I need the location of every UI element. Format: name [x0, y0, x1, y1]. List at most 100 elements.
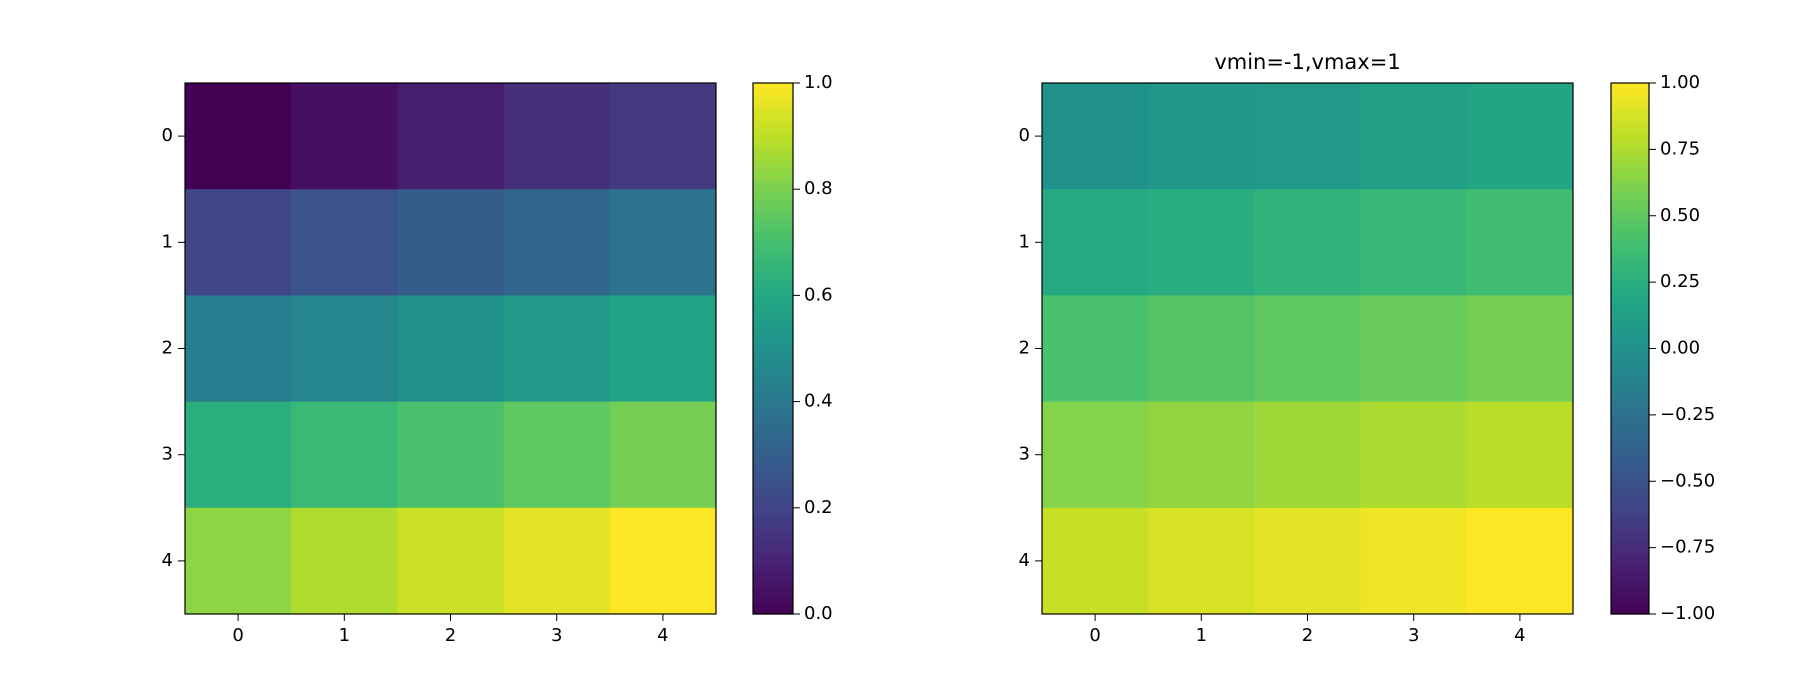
colorbar-gradient: [1611, 491, 1649, 496]
colorbar-gradient: [753, 165, 793, 169]
colorbar-gradient: [1611, 202, 1649, 206]
colorbar-gradient: [1611, 529, 1649, 533]
colorbar-gradient: [753, 475, 793, 480]
colorbar-gradient: [753, 478, 793, 482]
colorbar-gradient: [1611, 521, 1649, 525]
colorbar-gradient: [753, 311, 793, 315]
colorbar-gradient: [1611, 93, 1649, 97]
colorbar-gradient: [1611, 505, 1649, 509]
colorbar-gradient: [753, 367, 793, 371]
heatmap-cell: [1148, 295, 1255, 403]
colorbar-gradient: [753, 271, 793, 275]
colorbar-gradient: [753, 390, 793, 395]
colorbar-gradient: [753, 167, 793, 172]
colorbar-gradient: [753, 231, 793, 235]
colorbar-gradient: [1611, 154, 1649, 158]
colorbar-gradient: [753, 250, 793, 254]
colorbar-gradient: [1611, 558, 1649, 562]
colorbar-gradient: [753, 449, 793, 453]
colorbar-gradient: [753, 112, 793, 116]
colorbar-gradient: [1611, 502, 1649, 506]
colorbar-gradient: [1611, 348, 1649, 352]
heatmap-cell: [1360, 401, 1468, 509]
colorbar-gradient: [753, 510, 793, 514]
colorbar-gradient: [753, 465, 793, 469]
colorbar-tick-label: 0.0: [804, 603, 833, 624]
colorbar-gradient: [1611, 598, 1649, 602]
heatmap-cell: [609, 507, 717, 615]
colorbar-gradient: [1611, 544, 1649, 549]
colorbar-gradient: [753, 178, 793, 182]
colorbar-gradient: [1611, 494, 1649, 498]
heatmap-cell: [503, 401, 611, 509]
colorbar-gradient: [753, 258, 793, 262]
colorbar-gradient: [1611, 542, 1649, 546]
colorbar-gradient: [753, 393, 793, 397]
colorbar-gradient: [753, 316, 793, 320]
colorbar-gradient: [1611, 250, 1649, 254]
heatmap-cell: [185, 295, 292, 403]
colorbar-gradient: [753, 566, 793, 570]
colorbar-gradient: [1611, 608, 1649, 612]
colorbar-tick-label: −0.50: [1660, 470, 1715, 491]
colorbar-gradient: [753, 568, 793, 573]
colorbar-gradient: [753, 183, 793, 188]
heatmap-cell: [397, 295, 505, 403]
colorbar-gradient: [1611, 327, 1649, 331]
colorbar-gradient: [753, 242, 793, 246]
colorbar-gradient: [1611, 473, 1649, 477]
colorbar-gradient: [1611, 114, 1649, 119]
x-tick-label: 4: [657, 625, 668, 646]
y-tick-label: 4: [1019, 550, 1030, 571]
colorbar-gradient: [753, 592, 793, 597]
colorbar-gradient: [753, 276, 793, 281]
colorbar-gradient: [753, 207, 793, 212]
colorbar-gradient: [1611, 531, 1649, 535]
colorbar-gradient: [753, 234, 793, 238]
colorbar-gradient: [753, 308, 793, 312]
colorbar-gradient: [1611, 292, 1649, 296]
colorbar-gradient: [1611, 329, 1649, 334]
colorbar-gradient: [753, 197, 793, 201]
colorbar-gradient: [753, 348, 793, 352]
colorbar-gradient: [753, 159, 793, 164]
colorbar-gradient: [1611, 159, 1649, 164]
colorbar-gradient: [1611, 247, 1649, 251]
colorbar-gradient: [753, 106, 793, 111]
y-tick-label: 3: [1019, 444, 1030, 465]
colorbar-tick-label: 0.2: [804, 497, 833, 518]
colorbar-gradient: [1611, 303, 1649, 307]
colorbar-gradient: [1611, 173, 1649, 177]
heatmap-cell: [1360, 295, 1468, 403]
colorbar-gradient: [1611, 441, 1649, 445]
colorbar-gradient: [753, 436, 793, 440]
colorbar-gradient: [1611, 574, 1649, 578]
colorbar-gradient: [1611, 422, 1649, 427]
colorbar-gradient: [1611, 563, 1649, 567]
colorbar-gradient: [1611, 183, 1649, 188]
colorbar-gradient: [753, 327, 793, 331]
colorbar-gradient: [753, 361, 793, 366]
colorbar-gradient: [753, 598, 793, 602]
x-tick-label: 1: [339, 625, 350, 646]
colorbar-gradient: [753, 552, 793, 557]
colorbar-gradient: [1611, 101, 1649, 105]
colorbar-gradient: [1611, 167, 1649, 172]
colorbar-gradient: [753, 356, 793, 360]
heatmap-cell: [1148, 189, 1255, 296]
heatmap-cell: [185, 507, 292, 615]
colorbar-gradient: [753, 359, 793, 363]
colorbar-gradient: [753, 369, 793, 373]
colorbar-gradient: [1611, 141, 1649, 145]
colorbar-gradient: [753, 295, 793, 299]
colorbar-gradient: [1611, 436, 1649, 440]
colorbar-gradient: [1611, 120, 1649, 124]
colorbar-gradient: [1611, 128, 1649, 132]
colorbar-gradient: [1611, 122, 1649, 127]
colorbar-gradient: [753, 544, 793, 549]
colorbar-gradient: [753, 125, 793, 129]
colorbar-gradient: [1611, 460, 1649, 464]
colorbar-gradient: [1611, 590, 1649, 594]
colorbar-gradient: [753, 401, 793, 405]
colorbar-gradient: [753, 236, 793, 241]
